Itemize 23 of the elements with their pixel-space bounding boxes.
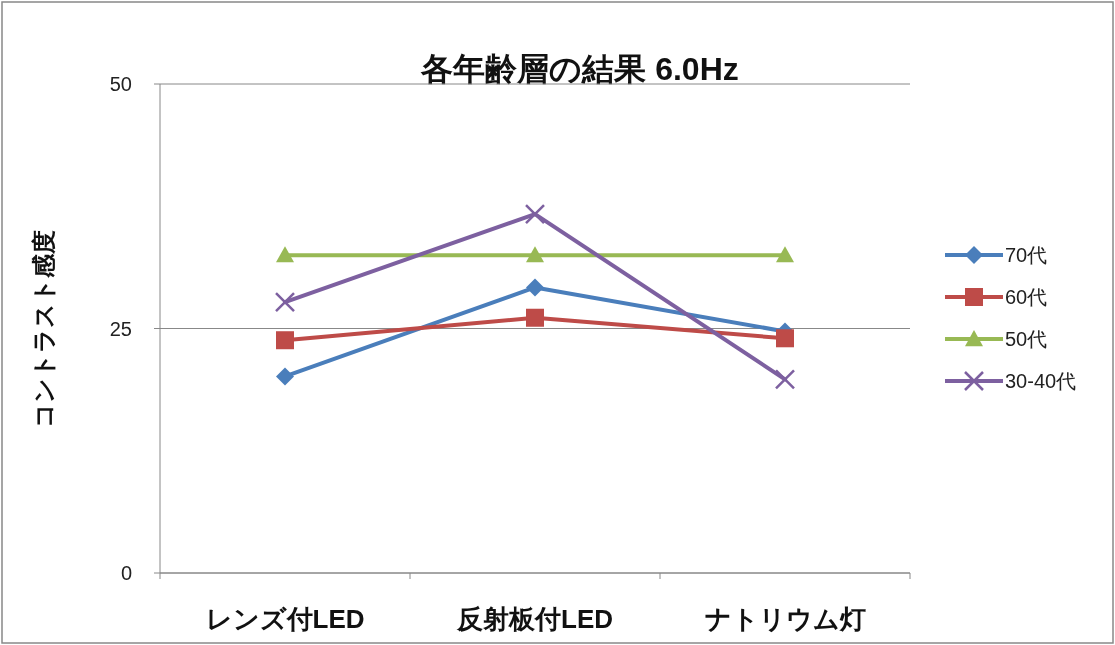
point (274, 291, 296, 313)
point (276, 331, 294, 350)
x-tick-label: レンズ付LED (205, 604, 365, 634)
point (776, 246, 794, 263)
point (776, 329, 794, 348)
y-axis-title: コントラスト感度 (30, 229, 57, 428)
point (524, 203, 546, 225)
x-tick-label: 反射板付LED (456, 604, 613, 634)
legend-label: 50代 (1005, 328, 1048, 350)
point (526, 308, 544, 327)
chart-title: 各年齢層の結果 6.0Hz (420, 51, 739, 87)
y-tick-label: 25 (109, 317, 132, 340)
legend-label: 60代 (1005, 286, 1048, 308)
y-tick-label: 0 (120, 562, 132, 584)
x-tick-label: ナトリウム灯 (704, 604, 866, 634)
y-tick-label: 50 (109, 73, 132, 95)
point (526, 246, 544, 263)
point (526, 278, 544, 297)
legend-label: 70代 (1005, 244, 1048, 266)
point (276, 246, 294, 263)
point (774, 369, 796, 390)
point (276, 367, 294, 386)
legend-label: 30-40代 (1005, 370, 1077, 392)
